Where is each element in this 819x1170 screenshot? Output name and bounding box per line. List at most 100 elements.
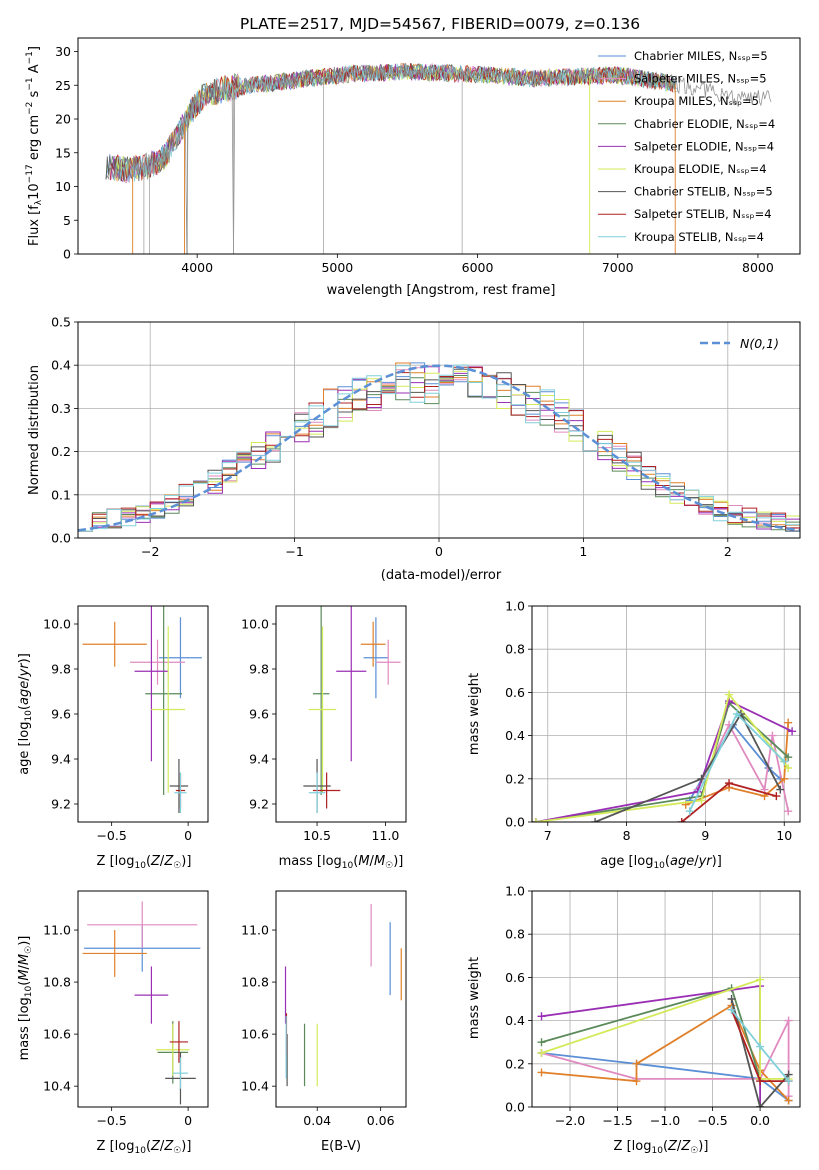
y-tick-label: 0.2: [505, 1056, 525, 1071]
y-tick-label: 9.2: [249, 797, 269, 812]
x-tick-label: −0.5: [697, 1113, 727, 1128]
y-tick-label: 20: [55, 112, 71, 127]
y-tick-label: 0: [63, 247, 71, 262]
figure-title: PLATE=2517, MJD=54567, FIBERID=0079, z=0…: [240, 15, 640, 33]
y-tick-label: 5: [63, 213, 71, 228]
spectrum-ylabel: Flux [fλ10−17 erg cm−2 s−1 A−1]: [25, 46, 44, 246]
legend-label: Kroupa STELIB, Nₛₛₚ=4: [634, 230, 764, 244]
mass-weight-vs-z-ylabel: mass weight: [467, 957, 482, 1039]
axes-frame: [531, 605, 801, 823]
mass-weight-marker: [537, 1038, 546, 1047]
y-tick-label: 0.3: [51, 401, 71, 416]
mass-weight-marker: [756, 975, 765, 984]
legend-label: Salpeter ELODIE, Nₛₛₚ=4: [634, 139, 774, 153]
mass-weight-marker: [732, 710, 741, 718]
x-tick-label: −1: [285, 544, 303, 559]
y-tick-label: 10.8: [43, 975, 71, 990]
axes-frame: [77, 37, 801, 255]
legend-label: Salpeter MILES, Nₛₛₚ=5: [634, 72, 767, 86]
x-tick-label: 0: [435, 544, 443, 559]
gaussian-curve: [78, 364, 800, 532]
axes-frame: [531, 890, 801, 1108]
spectrum-xlabel: wavelength [Angstrom, rest frame]: [327, 283, 556, 298]
y-tick-label: 0.8: [505, 927, 525, 942]
y-tick-label: 0.4: [51, 358, 71, 373]
mass-weight-marker: [756, 1042, 765, 1051]
x-tick-label: −1.5: [602, 1113, 632, 1128]
legend-label: Chabrier MILES, Nₛₛₚ=5: [634, 49, 768, 63]
histogram-series: [78, 364, 800, 532]
mass-weight-marker: [756, 1077, 765, 1086]
x-tick-label: 0.0: [750, 1113, 770, 1128]
mass-weight-marker: [591, 818, 600, 822]
spectrum-line: [114, 63, 674, 183]
mass-weight-marker: [632, 1059, 641, 1068]
plot-area: [284, 904, 402, 1087]
mass-weight-marker: [725, 779, 734, 788]
y-tick-label: 0.0: [505, 1100, 525, 1115]
x-tick-label: 7: [544, 828, 552, 843]
y-tick-label: 10.4: [241, 1079, 269, 1094]
axes-frame: [77, 890, 209, 1108]
y-tick-label: 10.6: [241, 1027, 269, 1042]
x-tick-label: 0.04: [303, 1113, 331, 1128]
y-tick-label: 10.0: [43, 617, 71, 632]
x-tick-label: 8000: [742, 260, 774, 275]
x-tick-label: 7000: [602, 260, 634, 275]
y-tick-label: 0.4: [505, 728, 525, 743]
x-tick-label: −0.5: [96, 828, 126, 843]
mass-weight-line: [535, 692, 789, 822]
mass-weight-marker: [727, 1005, 736, 1014]
legend-label: Kroupa MILES, Nₛₛₚ=5: [634, 94, 759, 108]
mass-weight-marker: [537, 1049, 546, 1057]
age-vs-z-panel: −0.5 0 9.2 9.4 9.6 9.8 10.0 Z [log10(Z/Z☉)] ag…: [17, 605, 209, 871]
mass-weight-marker: [532, 818, 540, 822]
x-tick-label: −2: [141, 544, 159, 559]
x-tick-label: 0.06: [367, 1113, 395, 1128]
mass-weight-marker: [776, 785, 785, 794]
y-tick-label: 10.6: [43, 1027, 71, 1042]
mass-weight-line: [541, 1004, 790, 1102]
mass-vs-ebv-xlabel: E(B-V): [321, 1139, 361, 1154]
legend-label: Salpeter STELIB, Nₛₛₚ=4: [634, 207, 772, 221]
mass-weight-marker: [725, 690, 734, 699]
age-vs-z-xlabel: Z [log10(Z/Z☉)]: [97, 854, 192, 871]
mass-weight-marker: [780, 757, 789, 766]
mass-weight-marker: [772, 792, 781, 801]
y-tick-label: 10.4: [43, 1079, 71, 1094]
y-tick-label: 1.0: [505, 884, 525, 899]
x-tick-label: 8: [623, 828, 631, 843]
mass-weight-marker: [697, 774, 706, 783]
y-tick-label: 0.5: [51, 315, 71, 330]
y-tick-label: 0.2: [51, 444, 71, 459]
x-tick-label: 2: [724, 544, 732, 559]
y-tick-label: 9.6: [51, 707, 71, 722]
mass-weight-marker: [780, 774, 789, 783]
y-tick-label: 10: [55, 179, 71, 194]
plot-area: [82, 606, 202, 813]
mass-weight-marker: [788, 727, 797, 736]
mass-weight-marker: [784, 807, 793, 816]
x-tick-label: −1.0: [650, 1113, 680, 1128]
residual-panel: −2 −1 0 1 2 0.0 0.1 0.2 0.3 0.4 0.5 N(0,1) (data-mo…: [27, 315, 801, 583]
plot-area: [82, 901, 201, 1105]
mass-vs-z-xlabel: Z [log10(Z/Z☉)]: [97, 1139, 192, 1156]
y-tick-label: 11.0: [43, 923, 71, 938]
plot-area: [78, 362, 800, 532]
residual-ylabel: Normed distribution: [27, 365, 42, 495]
y-tick-label: 1.0: [505, 599, 525, 614]
plot-area: [532, 690, 797, 822]
spectrum-legend: Chabrier MILES, Nₛₛₚ=5 Salpeter MILES, Nₛ…: [598, 49, 775, 244]
x-tick-label: 5000: [321, 260, 353, 275]
plot-area: [537, 975, 793, 1107]
residual-xlabel: (data-model)/error: [381, 568, 502, 583]
y-tick-label: 9.8: [249, 662, 269, 677]
mass-weight-marker: [756, 1103, 765, 1107]
x-tick-label: 9: [701, 828, 709, 843]
mass-weight-marker: [784, 753, 793, 762]
mass-vs-ebv-panel: 0.04 0.06 10.4 10.6 10.8 11.0 E(B-V): [241, 890, 407, 1154]
y-tick-label: 30: [55, 44, 71, 59]
mass-weight-marker: [677, 818, 686, 822]
mass-weight-vs-age-panel: 7 8 9 10 0.0 0.2 0.4 0.6 0.8 1.0 age [log10(age/y…: [467, 599, 801, 871]
